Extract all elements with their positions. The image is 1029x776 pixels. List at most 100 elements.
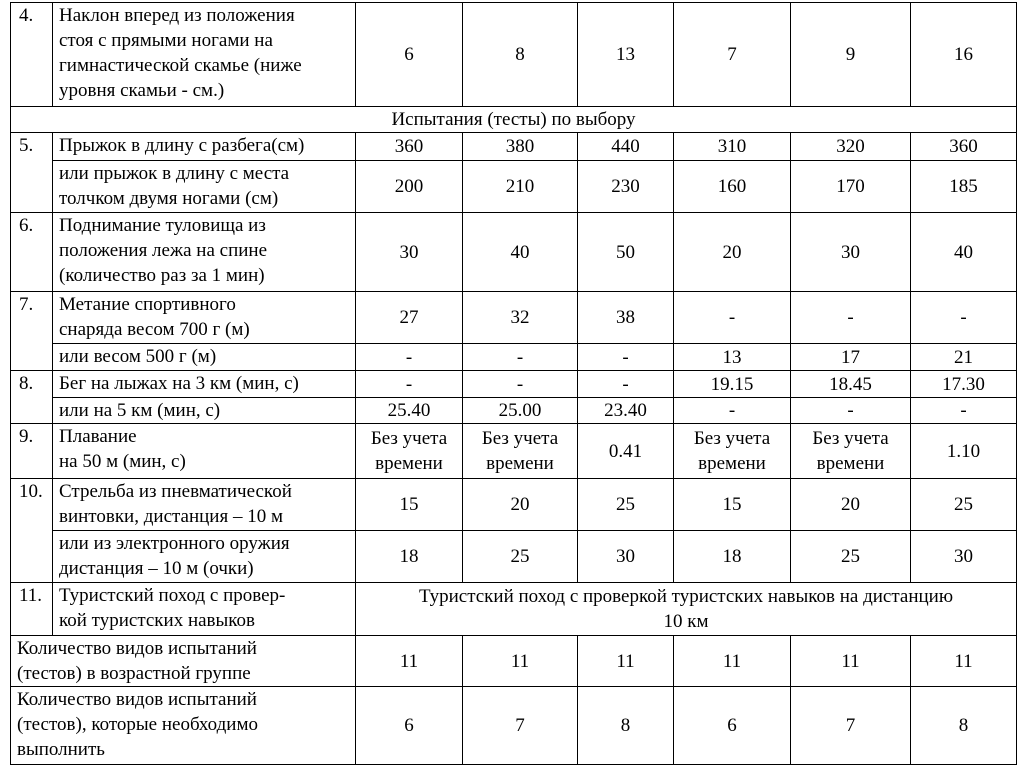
value-cell: 17.30 <box>910 370 1017 398</box>
row-number: 6. <box>10 212 53 292</box>
value-cell: - <box>910 397 1017 424</box>
value-cell: Без учета времени <box>790 423 911 479</box>
value-cell: - <box>673 397 791 424</box>
value-cell: 1.10 <box>910 423 1017 479</box>
row-label: Метание спортивного снаряда весом 700 г … <box>52 291 356 344</box>
value-cell: 360 <box>355 132 463 161</box>
value-cell: 16 <box>910 2 1017 107</box>
value-cell: - <box>790 291 911 344</box>
table-row: 5. Прыжок в длину с разбега(см) 360 380 440 3… <box>10 132 1017 213</box>
value-cell: 23.40 <box>577 397 674 424</box>
row-number: 4. <box>10 2 53 107</box>
standards-table: 4. Наклон вперед из положения стоя с прям… <box>10 2 1017 765</box>
value-cell: 11 <box>790 635 911 687</box>
value-cell: 18.45 <box>790 370 911 398</box>
row-label: или из электронного оружия дистанция – 1… <box>52 530 356 583</box>
value-cell: 30 <box>910 530 1017 583</box>
value-cell: Без учета времени <box>673 423 791 479</box>
value-cell: Туристский поход с проверкой туристских … <box>355 582 1017 636</box>
value-cell: 8 <box>462 2 578 107</box>
value-cell: 8 <box>577 686 674 765</box>
table-row: 10. Стрельба из пневматической винтовки, … <box>10 478 1017 583</box>
value-cell: 8 <box>910 686 1017 765</box>
value-cell: Без учета времени <box>355 423 463 479</box>
value-cell: 360 <box>910 132 1017 161</box>
table-row: 7. Метание спортивного снаряда весом 700 … <box>10 291 1017 371</box>
value-cell: 11 <box>673 635 791 687</box>
value-cell: 210 <box>462 160 578 213</box>
row-number: 7. <box>10 291 53 371</box>
value-cell: 13 <box>673 343 791 371</box>
row-label: Туристский поход с провер- кой туристски… <box>52 582 356 636</box>
value-cell: 9 <box>790 2 911 107</box>
row-label: Бег на лыжах на 3 км (мин, с) <box>52 370 356 398</box>
value-cell: 25.00 <box>462 397 578 424</box>
table-row: 4. Наклон вперед из положения стоя с прям… <box>10 2 1017 107</box>
value-cell: - <box>577 343 674 371</box>
value-cell: - <box>355 370 463 398</box>
value-cell: 20 <box>790 478 911 531</box>
value-cell: 11 <box>577 635 674 687</box>
value-cell: 7 <box>673 2 791 107</box>
value-cell: 185 <box>910 160 1017 213</box>
value-cell: - <box>462 343 578 371</box>
table-row: 11. Туристский поход с провер- кой турист… <box>10 582 1017 636</box>
value-cell: 18 <box>355 530 463 583</box>
value-cell: 320 <box>790 132 911 161</box>
value-cell: 15 <box>355 478 463 531</box>
value-cell: 11 <box>355 635 463 687</box>
value-cell: 30 <box>355 212 463 292</box>
row-label: или на 5 км (мин, с) <box>52 397 356 424</box>
value-cell: 40 <box>462 212 578 292</box>
value-cell: 30 <box>577 530 674 583</box>
value-cell: 6 <box>355 2 463 107</box>
value-cell: 200 <box>355 160 463 213</box>
value-cell: 38 <box>577 291 674 344</box>
value-cell: - <box>355 343 463 371</box>
value-cell: - <box>790 397 911 424</box>
value-cell: - <box>577 370 674 398</box>
value-cell: 11 <box>910 635 1017 687</box>
row-label: или прыжок в длину с места толчком двумя… <box>52 160 356 213</box>
value-cell: 0.41 <box>577 423 674 479</box>
row-number: 10. <box>10 478 53 583</box>
value-cell: 17 <box>790 343 911 371</box>
table-row: или прыжок в длину с места толчком двумя… <box>11 160 1017 213</box>
summary-label: Количество видов испытаний (тестов), кот… <box>10 686 356 765</box>
row-label: Наклон вперед из положения стоя с прямым… <box>52 2 356 107</box>
value-cell: 440 <box>577 132 674 161</box>
value-cell: - <box>910 291 1017 344</box>
value-cell: 32 <box>462 291 578 344</box>
value-cell: 20 <box>462 478 578 531</box>
value-cell: 50 <box>577 212 674 292</box>
table-row: 8. Бег на лыжах на 3 км (мин, с) - - -19.15 1… <box>10 370 1017 424</box>
value-cell: 230 <box>577 160 674 213</box>
value-cell: 15 <box>673 478 791 531</box>
table-row: Количество видов испытаний (тестов), кот… <box>10 686 1017 765</box>
table-row: 9. Плавание на 50 м (мин, с) Без учета вре… <box>10 423 1017 479</box>
value-cell: 25 <box>790 530 911 583</box>
value-cell: - <box>673 291 791 344</box>
value-cell: 21 <box>910 343 1017 371</box>
value-cell: Без учета времени <box>462 423 578 479</box>
row-label: Прыжок в длину с разбега(см) <box>52 132 356 161</box>
row-number: 5. <box>10 132 53 213</box>
table-row: 6. Поднимание туловища из положения лежа … <box>10 212 1017 292</box>
value-cell: 6 <box>673 686 791 765</box>
value-cell: 7 <box>790 686 911 765</box>
value-cell: 310 <box>673 132 791 161</box>
row-label: Стрельба из пневматической винтовки, дис… <box>52 478 356 531</box>
value-cell: 25 <box>910 478 1017 531</box>
table-row: или на 5 км (мин, с) 25.40 25.00 23.40- - - <box>11 397 1017 424</box>
value-cell: - <box>462 370 578 398</box>
value-cell: 13 <box>577 2 674 107</box>
table-row: или весом 500 г (м) - - -13 17 21 <box>11 343 1017 371</box>
value-cell: 27 <box>355 291 463 344</box>
table-row: или из электронного оружия дистанция – 1… <box>11 530 1017 583</box>
value-cell: 20 <box>673 212 791 292</box>
row-number: 11. <box>10 582 53 636</box>
value-cell: 25.40 <box>355 397 463 424</box>
row-number: 9. <box>10 423 53 479</box>
value-cell: 40 <box>910 212 1017 292</box>
